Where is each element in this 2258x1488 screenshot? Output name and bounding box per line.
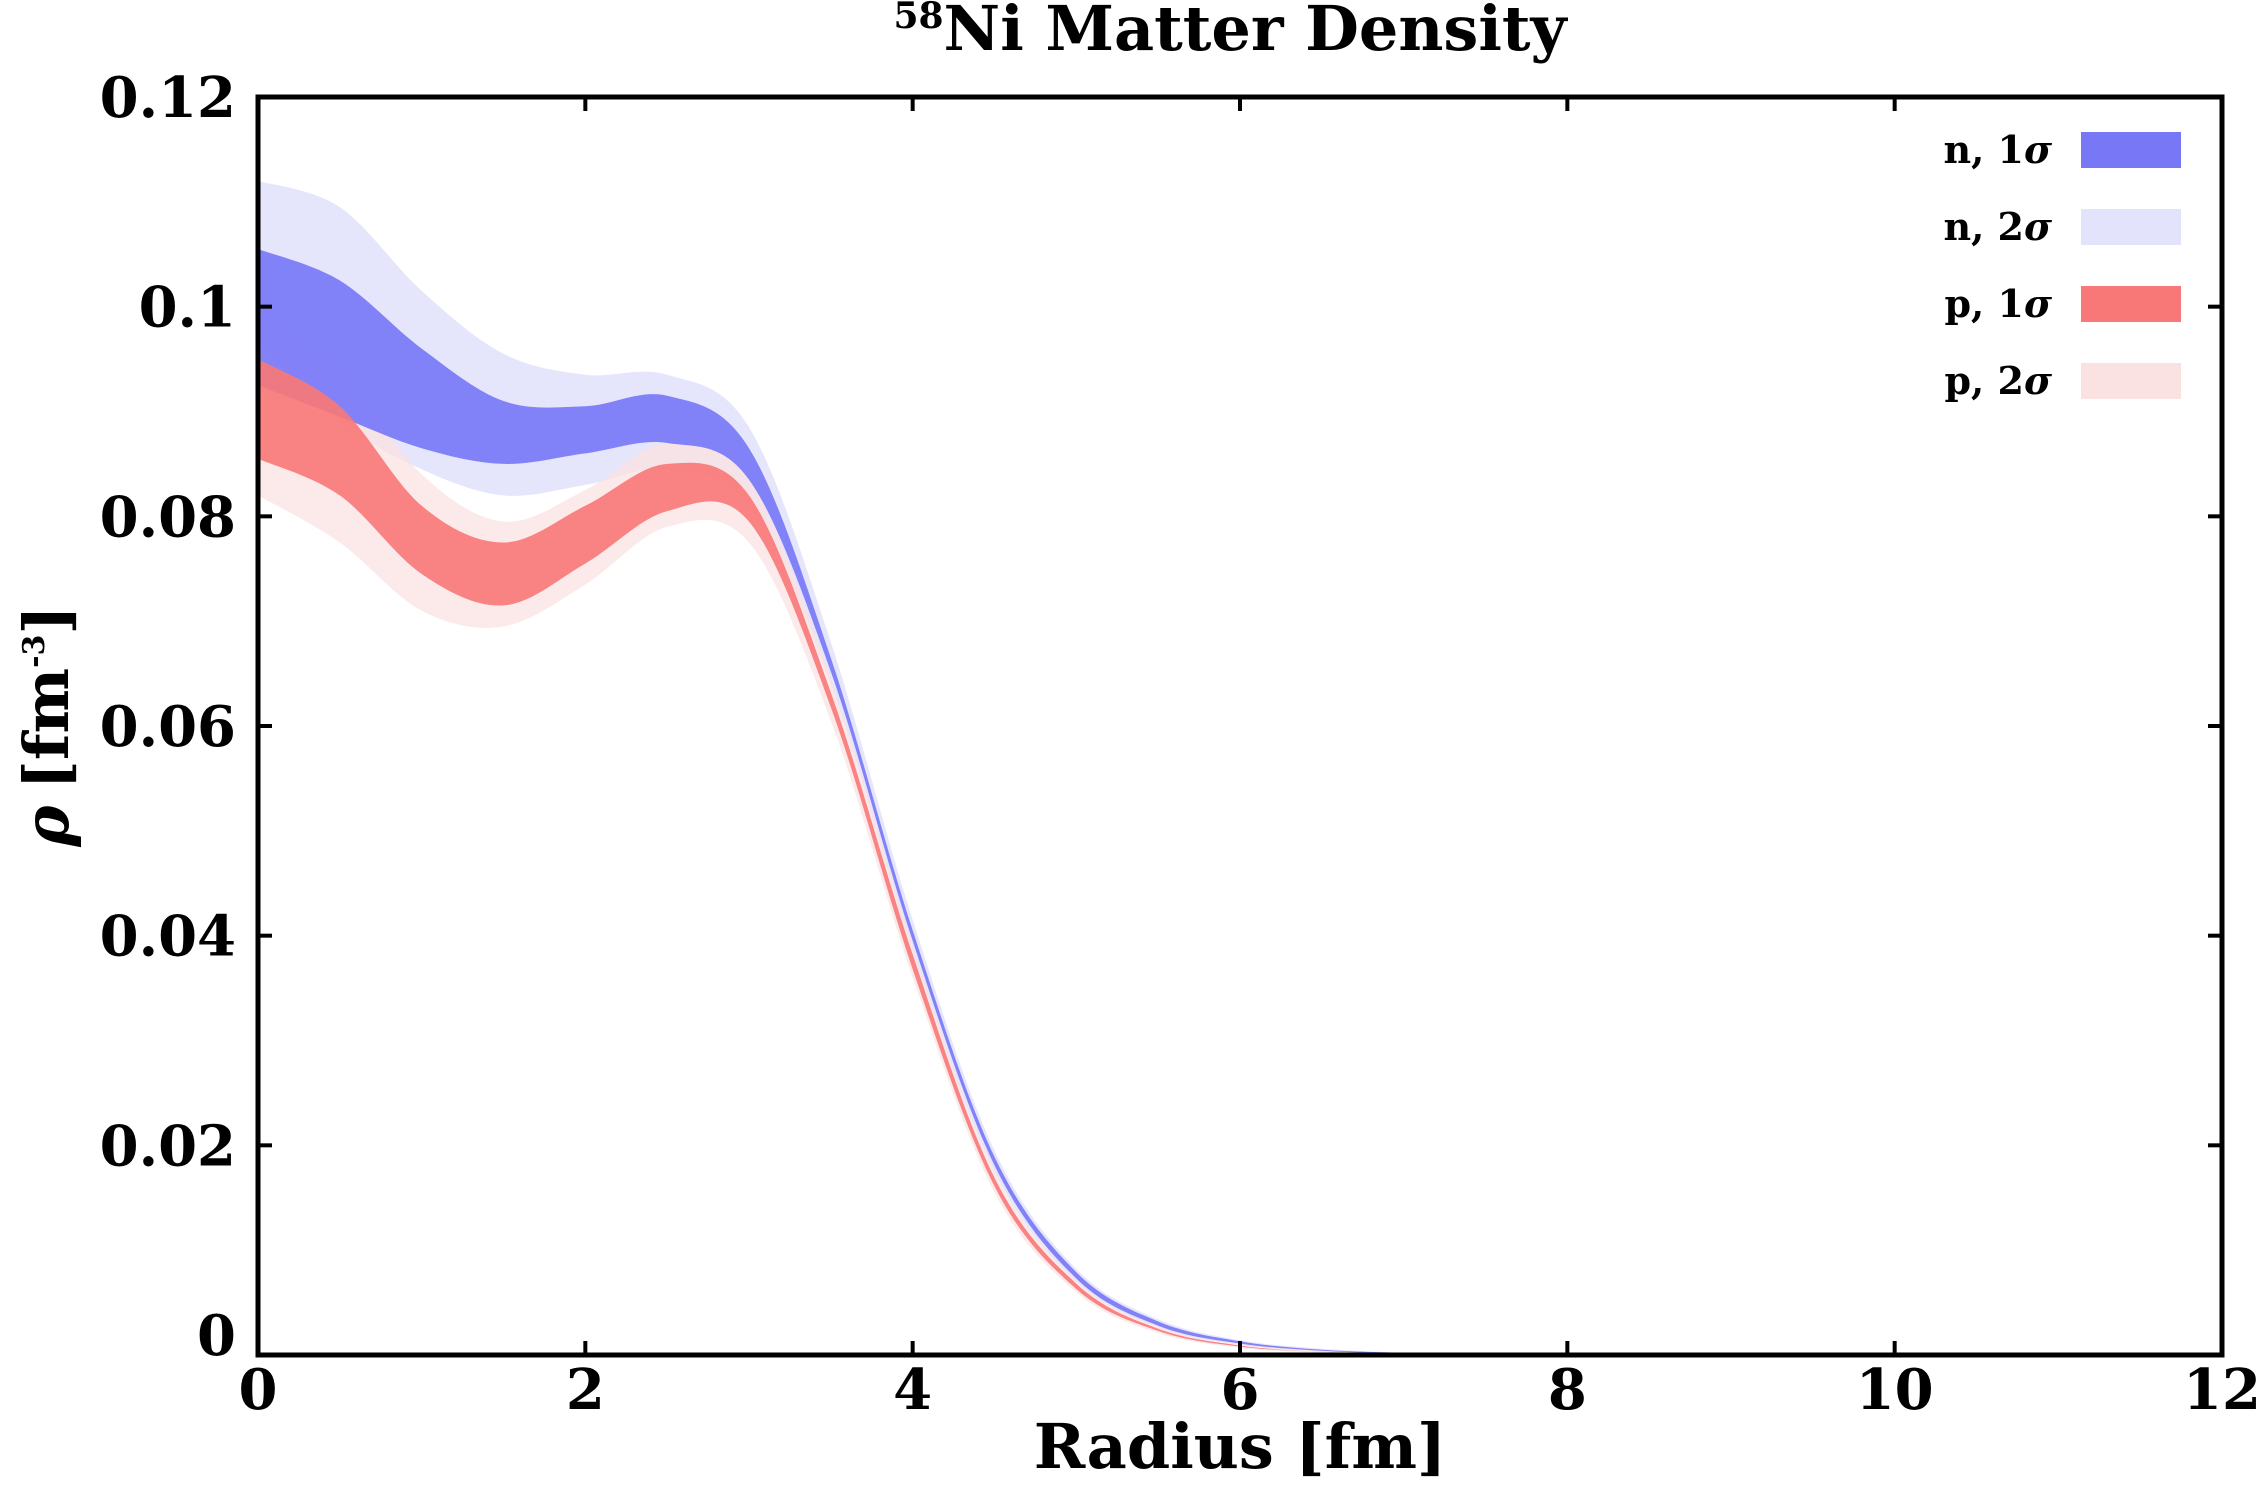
chart-title-superscript: 58 bbox=[893, 0, 943, 37]
y-axis-label-exponent: -3 bbox=[17, 635, 52, 668]
legend-item-n-2sigma: n, 2σ bbox=[1943, 204, 2181, 249]
x-tick-label: 12 bbox=[2183, 1357, 2258, 1423]
x-tick-label: 8 bbox=[1548, 1357, 1587, 1423]
plot-frame bbox=[255, 94, 2225, 1358]
band-n-1sigma bbox=[258, 249, 1404, 1354]
y-axis-label: ρ [fm-3] bbox=[10, 605, 83, 848]
chart-title-main: Ni Matter Density bbox=[944, 0, 1569, 65]
legend-swatch bbox=[2081, 286, 2181, 322]
y-tick-label: 0 bbox=[197, 1303, 236, 1369]
x-tick-label: 10 bbox=[1856, 1357, 1934, 1423]
chart-title: 58Ni Matter Density bbox=[893, 0, 1568, 65]
legend-item-p-1sigma: p, 1σ bbox=[1944, 281, 2181, 326]
band-n-2sigma bbox=[258, 180, 1404, 1354]
y-tick-label: 0.06 bbox=[100, 694, 236, 760]
y-tick-label: 0.08 bbox=[100, 484, 236, 550]
legend-label: p, 1σ bbox=[1944, 281, 2052, 326]
x-axis-label: Radius [fm] bbox=[1034, 1410, 1447, 1483]
y-tick-label: 0.12 bbox=[100, 65, 236, 131]
legend-label: n, 1σ bbox=[1943, 127, 2053, 172]
legend-item-p-2sigma: p, 2σ bbox=[1944, 358, 2181, 403]
y-tick-label: 0.1 bbox=[139, 275, 236, 341]
legend-swatch bbox=[2081, 209, 2181, 245]
x-tick-label: 2 bbox=[566, 1357, 605, 1423]
x-tick-label: 0 bbox=[239, 1357, 278, 1423]
x-tick-label: 6 bbox=[1221, 1357, 1260, 1423]
y-tick-labels: 0 0.02 0.04 0.06 0.08 0.1 0.12 bbox=[100, 65, 236, 1369]
legend-item-n-1sigma: n, 1σ bbox=[1943, 127, 2181, 172]
legend-swatch bbox=[2081, 363, 2181, 399]
y-tick-label: 0.02 bbox=[100, 1113, 236, 1179]
y-tick-label: 0.04 bbox=[100, 904, 236, 970]
y-axis-label-close: ] bbox=[10, 605, 83, 634]
legend-label: p, 2σ bbox=[1944, 358, 2052, 403]
legend-label: n, 2σ bbox=[1943, 204, 2053, 249]
y-axis-label-symbol: ρ bbox=[10, 805, 83, 848]
band-p-1sigma bbox=[258, 359, 1404, 1355]
x-tick-labels: 0 2 4 6 8 10 12 bbox=[239, 1357, 2258, 1423]
x-tick-label: 4 bbox=[893, 1357, 932, 1423]
axis-ticks bbox=[256, 95, 2224, 1357]
y-axis-label-unit: [fm bbox=[10, 668, 83, 790]
legend-swatch bbox=[2081, 132, 2181, 168]
legend: n, 1σ n, 2σ p, 1σ p, 2σ bbox=[1943, 127, 2181, 403]
density-bands bbox=[258, 180, 1404, 1355]
